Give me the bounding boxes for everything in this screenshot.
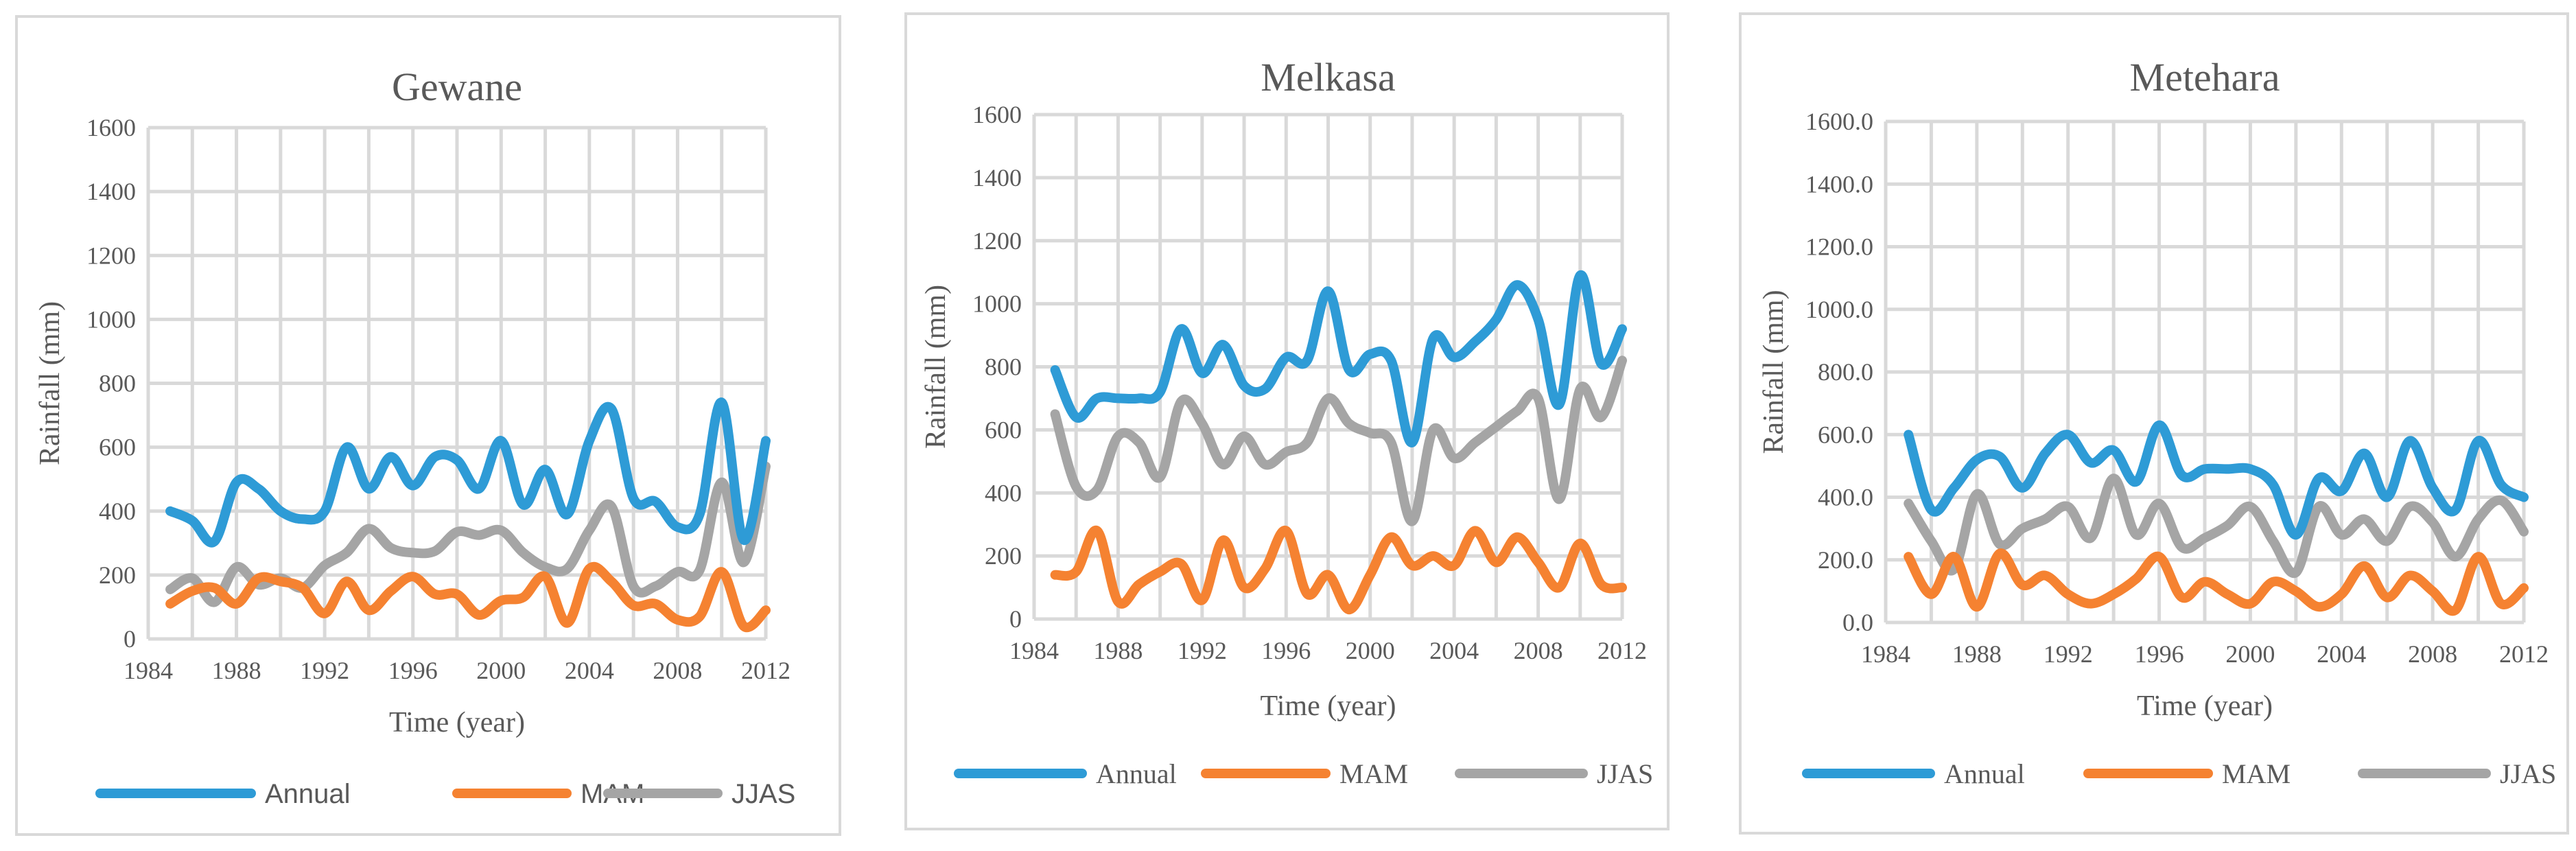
y-tick-label: 1200: [86, 242, 136, 269]
series-line-jjas: [1904, 474, 2529, 579]
x-tick-label: 1992: [300, 657, 349, 684]
y-tick-label: 1200.0: [1805, 233, 1873, 261]
x-tick-label: 1996: [2135, 640, 2184, 668]
x-tick-label: 2004: [565, 657, 614, 684]
series-line-annual: [1050, 270, 1627, 447]
legend-label-mam: MAM: [1339, 758, 1408, 789]
chart-panel-melkasa: Melkasa 0 200 400 600 800 1000 1200 1400 1600 1984…: [904, 12, 1670, 830]
y-tick-label: 200.0: [1818, 546, 1873, 574]
x-tick-label: 2000: [2225, 640, 2275, 668]
chart-title: Melkasa: [1261, 55, 1396, 100]
chart-metehara: Metehara 0.0 200.0 400.0 600.0 800.0 1000.0 120…: [1758, 55, 2556, 789]
y-tick-label: 0: [124, 625, 136, 653]
y-tick-label: 1000: [86, 305, 136, 333]
y-tick-label: 400: [99, 498, 136, 525]
x-tick-label: 1996: [388, 657, 438, 684]
x-tick-label: 1988: [1952, 640, 2002, 668]
y-tick-label: 800.0: [1818, 358, 1873, 386]
y-tick-label: 400: [985, 479, 1022, 506]
x-axis-label: Time (year): [1261, 690, 1396, 722]
y-axis-label: Rainfall (mm): [1758, 290, 1790, 454]
y-tick-label: 200: [99, 561, 136, 589]
series-line-mam: [1904, 548, 2529, 616]
legend-label-mam: MAM: [2222, 758, 2291, 789]
y-tick-label: 1400.0: [1805, 170, 1873, 198]
y-tick-label: 600: [985, 416, 1022, 443]
x-tick-label: 1988: [1093, 637, 1143, 664]
x-tick-label: 2008: [653, 657, 702, 684]
y-tick-label: 0: [1009, 605, 1022, 633]
series-line-annual: [1904, 420, 2529, 540]
series-line-jjas: [1050, 355, 1627, 526]
x-tick-label: 2000: [1346, 637, 1395, 664]
legend-label-annual: Annual: [1096, 758, 1177, 789]
x-tick-label: 1984: [1009, 637, 1059, 664]
chart-title: Gewane: [392, 65, 522, 109]
y-tick-label: 800: [985, 353, 1022, 381]
y-tick-label: 800: [99, 370, 136, 397]
legend-label-annual: Annual: [1944, 758, 2025, 789]
series-line-mam: [1050, 526, 1627, 615]
x-tick-label: 2004: [2317, 640, 2366, 668]
x-tick-label: 1988: [212, 657, 261, 684]
x-tick-label: 2008: [1514, 637, 1563, 664]
y-axis-label: Rainfall (mm): [920, 285, 952, 449]
series-line-mam: [165, 561, 771, 633]
y-tick-label: 400.0: [1818, 484, 1873, 511]
y-axis-label: Rainfall (mm): [34, 301, 66, 465]
x-tick-label: 2012: [1597, 637, 1647, 664]
x-tick-label: 1992: [1178, 637, 1227, 664]
x-tick-label: 2000: [476, 657, 526, 684]
y-tick-label: 1400: [86, 178, 136, 205]
x-axis-label: Time (year): [2137, 690, 2273, 722]
x-tick-label: 1984: [124, 657, 173, 684]
y-tick-label: 1200: [972, 227, 1022, 255]
legend-label-jjas: JJAS: [1597, 758, 1653, 789]
x-tick-label: 2012: [2499, 640, 2549, 668]
y-tick-label: 0.0: [1842, 609, 1873, 636]
y-tick-label: 600: [99, 434, 136, 461]
legend-label-annual: Annual: [265, 779, 351, 809]
legend-label-jjas: JJAS: [731, 779, 795, 809]
x-tick-label: 1996: [1261, 637, 1311, 664]
chart-gewane: Gewane 0 200 400 600 800 1000 1200 1400 1600 1984 1…: [34, 65, 795, 809]
y-tick-label: 1000.0: [1805, 296, 1873, 323]
x-tick-label: 2004: [1429, 637, 1479, 664]
chart-panel-metehara: Metehara 0.0 200.0 400.0 600.0 800.0 1000.0 120…: [1739, 12, 2569, 835]
y-tick-label: 1600.0: [1805, 108, 1873, 135]
chart-title: Metehara: [2130, 55, 2280, 100]
series-line-annual: [165, 397, 771, 548]
x-tick-label: 2012: [741, 657, 791, 684]
legend-label-jjas: JJAS: [2500, 758, 2556, 789]
x-axis-label: Time (year): [389, 707, 525, 738]
y-tick-label: 1000: [972, 290, 1022, 318]
x-tick-label: 2008: [2408, 640, 2457, 668]
y-tick-label: 1600: [972, 101, 1022, 128]
chart-melkasa: Melkasa 0 200 400 600 800 1000 1200 1400 1600 1984…: [920, 55, 1653, 789]
y-tick-label: 1400: [972, 164, 1022, 191]
y-tick-label: 200: [985, 542, 1022, 570]
x-tick-label: 1992: [2044, 640, 2093, 668]
x-tick-label: 1984: [1861, 640, 1910, 668]
y-tick-label: 600.0: [1818, 421, 1873, 448]
chart-panel-gewane: Gewane 0 200 400 600 800 1000 1200 1400 1600 1984 1…: [15, 15, 841, 836]
y-tick-label: 1600: [86, 114, 136, 141]
